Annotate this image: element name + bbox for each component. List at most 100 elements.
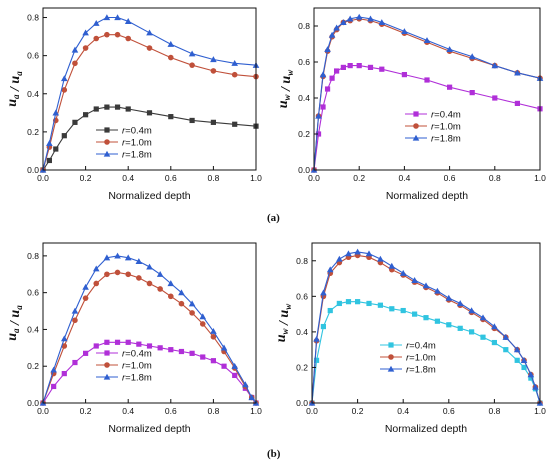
chart-a-left: 0.0 0.2 0.4 0.6 0.8 1.0 0.0 0.2 0.4 0.6 0.8 Normali… (5, 7, 262, 202)
legend-var: r (406, 341, 410, 352)
y-tick-label: 0.6 (27, 288, 39, 298)
data-point-1.8 (103, 254, 111, 261)
x-tick-label: 0.6 (444, 173, 456, 183)
data-point-0.4 (503, 347, 509, 353)
data-point-0.4 (379, 66, 385, 72)
data-point-1.0 (114, 269, 121, 276)
data-point-1.0 (210, 333, 217, 340)
data-point-1.8 (167, 280, 175, 287)
data-point-0.4 (434, 318, 440, 324)
legend-value: =1.0m (409, 353, 436, 364)
y-tick-label: 0.4 (27, 324, 39, 334)
data-point-0.4 (324, 86, 331, 92)
data-point-0.4 (157, 345, 163, 351)
data-point-0.4 (367, 64, 374, 70)
data-point-0.4 (327, 307, 333, 314)
data-point-0.4 (400, 307, 406, 314)
y-tick-label: 0.0 (27, 165, 39, 175)
y-axis-label: uw / uw (274, 303, 293, 343)
data-point-1.8 (46, 140, 53, 146)
y-label-part: / (8, 84, 23, 95)
y-tick-label: 0.8 (296, 256, 308, 266)
x-tick-label: 0.2 (80, 173, 92, 183)
chart-a-right: 0.0 0.2 0.4 0.6 0.8 1.0 0.0 0.2 0.4 0.6 0.8 Normali… (276, 7, 546, 202)
data-point-1.8 (422, 282, 430, 289)
y-axis-label: ua / ua (5, 305, 24, 341)
data-point-1.8 (156, 270, 164, 277)
x-tick-label: 0.8 (489, 173, 501, 183)
legend-value: =1.0m (125, 361, 152, 372)
data-point-1.8 (103, 14, 111, 21)
data-point-1.0 (104, 31, 110, 38)
data-point-1.8 (399, 269, 407, 276)
data-point-0.4 (389, 306, 395, 312)
legend-entry-1.8: r=1.8m (122, 373, 152, 384)
data-point-0.4 (315, 131, 322, 137)
data-point-0.4 (492, 95, 498, 101)
data-point-1.8 (71, 46, 79, 53)
data-point-1.8 (445, 294, 453, 301)
data-point-1.0 (146, 280, 153, 287)
legend-marker-1.8 (103, 150, 111, 157)
legend-value: =0.4m (434, 110, 461, 121)
legend-var: r (431, 122, 435, 133)
legend-value: =1.8m (434, 134, 461, 145)
data-point-0.4 (72, 119, 78, 125)
data-point-0.4 (447, 84, 453, 90)
data-point-1.8 (491, 323, 498, 330)
data-point-0.4 (221, 363, 227, 369)
legend-marker-1.0 (104, 139, 110, 145)
data-point-0.4 (514, 100, 520, 106)
data-point-1.0 (178, 300, 185, 307)
data-point-0.4 (146, 110, 153, 116)
legend-var: r (122, 138, 126, 149)
data-point-0.4 (61, 133, 67, 139)
x-axis-label: Normalized depth (385, 423, 467, 435)
data-point-1.0 (146, 45, 153, 51)
legend-entry-1.8: r=1.8m (431, 134, 461, 145)
y-label-part: u (277, 310, 292, 318)
data-point-1.8 (178, 289, 185, 296)
y-label-part: u (8, 76, 23, 84)
y-label-part: u (5, 99, 20, 107)
data-point-1.0 (231, 71, 238, 78)
data-point-0.4 (146, 343, 153, 349)
x-tick-label: 0.0 (308, 173, 320, 183)
x-tick-label: 0.0 (306, 406, 318, 416)
data-point-1.8 (313, 335, 320, 342)
data-point-0.4 (93, 343, 99, 349)
y-tick-label: 0.2 (27, 361, 39, 371)
data-point-1.8 (326, 266, 334, 273)
data-point-0.4 (200, 354, 206, 360)
data-point-1.0 (168, 54, 174, 61)
data-point-1.8 (388, 262, 396, 269)
y-tick-label: 0.8 (298, 21, 310, 31)
data-point-1.0 (72, 60, 78, 67)
x-tick-label: 0.2 (353, 173, 365, 183)
y-label-subscript: w (285, 69, 295, 76)
data-point-1.8 (135, 258, 143, 265)
series-line-0.4 (42, 106, 257, 171)
data-point-1.8 (146, 29, 153, 36)
legend-var: r (122, 126, 126, 137)
data-point-1.0 (114, 31, 121, 38)
legend-marker-0.4 (388, 342, 394, 348)
data-point-1.8 (324, 46, 331, 53)
data-point-1.8 (520, 357, 528, 363)
legend-entry-1.8: r=1.8m (406, 365, 436, 376)
y-tick-label: 0.2 (27, 127, 39, 137)
data-point-0.4 (83, 350, 89, 356)
x-tick-label: 0.4 (398, 173, 410, 183)
data-point-0.4 (345, 299, 352, 305)
data-point-1.8 (434, 287, 441, 294)
legend-var: r (122, 150, 126, 161)
legend-marker-1.8 (387, 365, 395, 372)
data-point-1.8 (210, 327, 217, 334)
x-tick-label: 0.4 (122, 173, 134, 183)
y-label-subscript: w (280, 327, 290, 334)
legend: r=0.4mr=1.0mr=1.8m (380, 341, 436, 376)
y-label-part: u (279, 76, 294, 84)
series-line-0.4 (42, 341, 257, 404)
data-point-0.4 (232, 372, 238, 379)
y-tick-label: 0.4 (27, 89, 39, 99)
